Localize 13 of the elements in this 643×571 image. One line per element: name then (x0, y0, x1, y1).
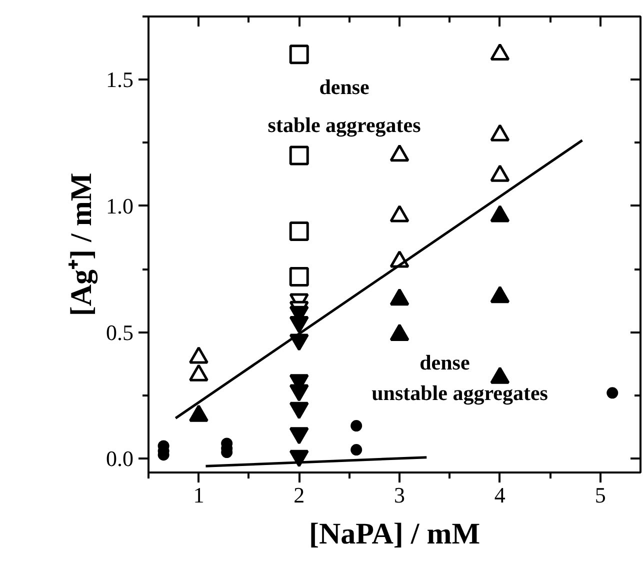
annotation: dense unstable aggregates (372, 350, 548, 405)
x-tick-label: 1 (193, 482, 204, 508)
x-tick-label: 4 (494, 482, 506, 508)
y-tick-label: 0.0 (106, 446, 134, 472)
x-tick-label: 5 (594, 482, 606, 508)
y-tick-label: 1.0 (106, 193, 134, 218)
y-axis-title: [Ag⁺] / mM (65, 172, 98, 316)
y-tick-label: 1.5 (106, 67, 134, 92)
x-axis-title: [NaPA] / mM (308, 518, 480, 550)
x-tick-label: 3 (394, 482, 406, 508)
x-tick-label: 2 (294, 482, 305, 508)
annotation: dense stable aggregates (268, 75, 421, 138)
y-tick-label: 0.5 (106, 320, 134, 345)
